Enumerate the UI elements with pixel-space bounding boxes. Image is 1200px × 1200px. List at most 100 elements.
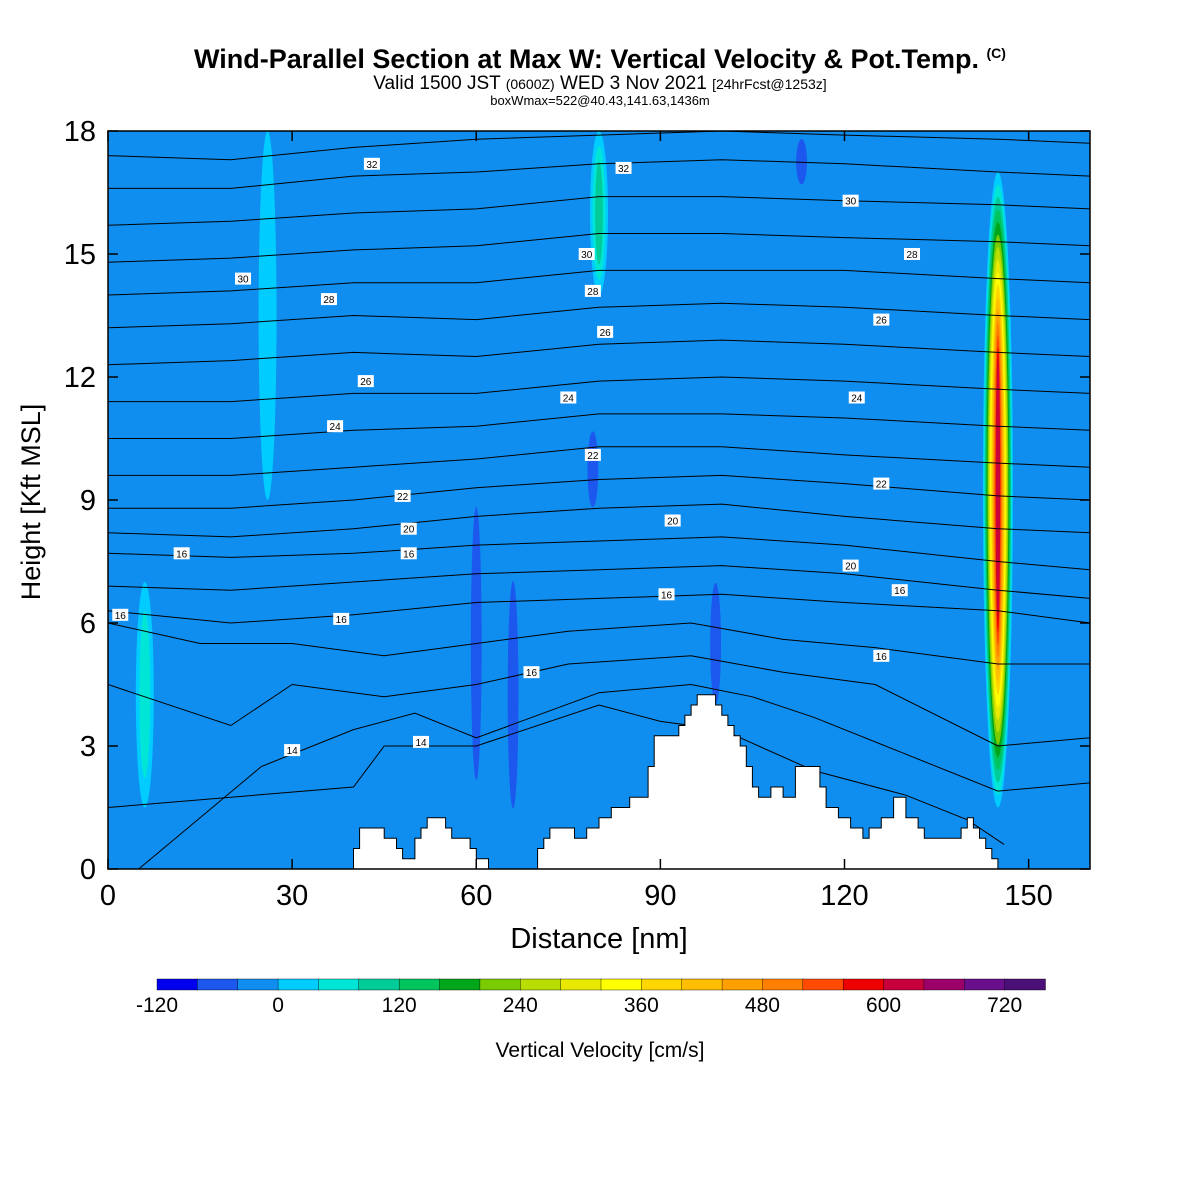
isentrope-line-3 bbox=[108, 622, 1090, 665]
velocity-feature-0-level-15 bbox=[995, 359, 1000, 620]
isentrope-line-17 bbox=[108, 159, 1090, 189]
colorbar-swatch-8 bbox=[479, 978, 521, 991]
colorbar-tick-label-6: 600 bbox=[866, 994, 901, 1017]
contour-label-text: 30 bbox=[845, 197, 857, 208]
contour-label-text: 26 bbox=[600, 328, 612, 339]
contour-label-box bbox=[584, 284, 601, 297]
contour-label-text: 16 bbox=[336, 615, 348, 626]
contour-label-box bbox=[400, 522, 417, 535]
contour-label-5: 16 bbox=[658, 588, 675, 601]
contour-label-7: 16 bbox=[891, 584, 908, 597]
contour-label-box bbox=[597, 325, 614, 338]
contour-label-text: 22 bbox=[876, 480, 888, 491]
colorbar-swatch-20 bbox=[964, 978, 1006, 991]
contour-label-box bbox=[848, 391, 865, 404]
contour-label-25: 30 bbox=[235, 272, 252, 286]
colorbar-tick-label-7: 720 bbox=[987, 994, 1022, 1017]
contour-label-box bbox=[842, 559, 859, 572]
terrain-layer bbox=[108, 694, 1090, 870]
forecast-info: [24hrFcst@1253z] bbox=[712, 76, 827, 92]
contour-label-16: 24 bbox=[327, 420, 344, 433]
contour-label-box bbox=[615, 161, 632, 174]
isentrope-line-12 bbox=[108, 339, 1090, 366]
contour-label-box bbox=[235, 272, 252, 285]
contour-label-text: 16 bbox=[176, 549, 188, 560]
contour-label-8: 14 bbox=[284, 744, 301, 757]
contour-label-box bbox=[327, 420, 344, 433]
contour-label-box bbox=[578, 248, 595, 260]
isentrope-line-16 bbox=[108, 196, 1090, 226]
contour-label-17: 24 bbox=[560, 391, 577, 405]
contour-label-box bbox=[560, 391, 577, 404]
colorbar-swatch-12 bbox=[641, 978, 683, 991]
chart-title: Wind-Parallel Section at Max W: Vertical… bbox=[0, 44, 1200, 75]
terrain-profile bbox=[108, 694, 1090, 870]
colorbar-swatch-13 bbox=[681, 978, 723, 991]
colorbar-swatch-3 bbox=[277, 978, 320, 991]
velocity-feature-7-level-0 bbox=[258, 131, 277, 500]
contour-label-28: 32 bbox=[363, 157, 380, 171]
contour-label-22: 28 bbox=[320, 293, 337, 306]
contour-label-box bbox=[394, 489, 411, 502]
x-tick-label-2: 60 bbox=[460, 880, 492, 912]
contour-label-box bbox=[891, 584, 908, 597]
boxwmax-line: boxWmax=522@40.43,141.63,1436m bbox=[0, 93, 1200, 108]
velocity-feature-5-level-1 bbox=[796, 138, 807, 185]
contour-label-26: 30 bbox=[578, 248, 595, 261]
colorbar-swatch-0 bbox=[156, 978, 199, 991]
y-tick-label-5: 15 bbox=[64, 239, 96, 271]
contour-label-text: 30 bbox=[581, 250, 593, 261]
chart-title-text: Wind-Parallel Section at Max W: Vertical… bbox=[194, 44, 979, 74]
contour-label-24: 28 bbox=[904, 248, 921, 261]
contour-label-text: 28 bbox=[906, 250, 918, 261]
contour-label-text: 20 bbox=[845, 562, 857, 573]
contour-label-box bbox=[873, 313, 890, 326]
contour-label-box bbox=[873, 477, 890, 490]
velocity-feature-6-level-2 bbox=[595, 161, 603, 265]
contour-label-layer: 16 16 16 16 16 16 16 16 14 14 20 20 20 22 22 22 24 24 24 26… bbox=[112, 157, 921, 757]
contour-label-text: 14 bbox=[415, 738, 427, 749]
contour-label-text: 16 bbox=[115, 611, 127, 622]
contour-label-text: 16 bbox=[876, 652, 888, 663]
contour-label-text: 26 bbox=[360, 377, 372, 388]
contour-label-box bbox=[413, 735, 430, 748]
valid-zulu: (0600Z) bbox=[505, 76, 555, 92]
colorbar: -120 0 120 240 360 480 600 720 bbox=[136, 978, 1046, 1017]
y-tick-label-6: 18 bbox=[64, 116, 96, 148]
isentrope-line-7 bbox=[108, 503, 1090, 538]
x-tick-label-1: 30 bbox=[276, 880, 308, 912]
contour-label-box bbox=[112, 608, 129, 621]
contour-label-text: 28 bbox=[587, 287, 599, 298]
contour-label-text: 14 bbox=[287, 746, 299, 757]
colorbar-swatch-21 bbox=[1004, 978, 1046, 991]
colorbar-swatch-15 bbox=[762, 978, 804, 991]
contour-label-text: 32 bbox=[366, 160, 378, 171]
contour-label-box bbox=[363, 157, 380, 170]
colorbar-swatch-4 bbox=[318, 978, 360, 991]
colorbar-tick-label-3: 240 bbox=[503, 994, 538, 1017]
contour-label-box bbox=[284, 744, 301, 757]
axis-layer: 0 30 60 90 120 150 0 3 6 9 12 15 18 bbox=[64, 116, 1090, 912]
contour-label-box bbox=[842, 194, 859, 207]
velocity-feature-2-level-1 bbox=[507, 580, 519, 809]
contour-label-text: 22 bbox=[397, 492, 409, 503]
boxwmax-text: boxWmax=522@40.43,141.63,1436m bbox=[490, 93, 710, 108]
contour-label-box bbox=[658, 588, 675, 601]
colorbar-swatch-5 bbox=[358, 978, 400, 991]
contour-label-text: 24 bbox=[563, 394, 575, 405]
velocity-feature-4-level-1 bbox=[587, 431, 599, 508]
y-axis-title: Height [Kft MSL] bbox=[16, 404, 46, 601]
y-tick-label-1: 3 bbox=[80, 731, 96, 763]
isentrope-line-0 bbox=[108, 704, 1005, 845]
colorbar-swatch-2 bbox=[237, 978, 279, 991]
contour-label-text: 28 bbox=[323, 295, 335, 306]
contour-label-14: 22 bbox=[584, 448, 601, 462]
contour-label-9: 14 bbox=[413, 735, 430, 749]
colorbar-tick-label-4: 360 bbox=[624, 994, 659, 1017]
contour-label-27: 30 bbox=[842, 194, 859, 208]
contour-label-10: 20 bbox=[400, 522, 417, 536]
colorbar-swatch-7 bbox=[439, 978, 481, 991]
contour-label-box bbox=[320, 293, 337, 306]
contour-label-4: 16 bbox=[523, 666, 540, 679]
